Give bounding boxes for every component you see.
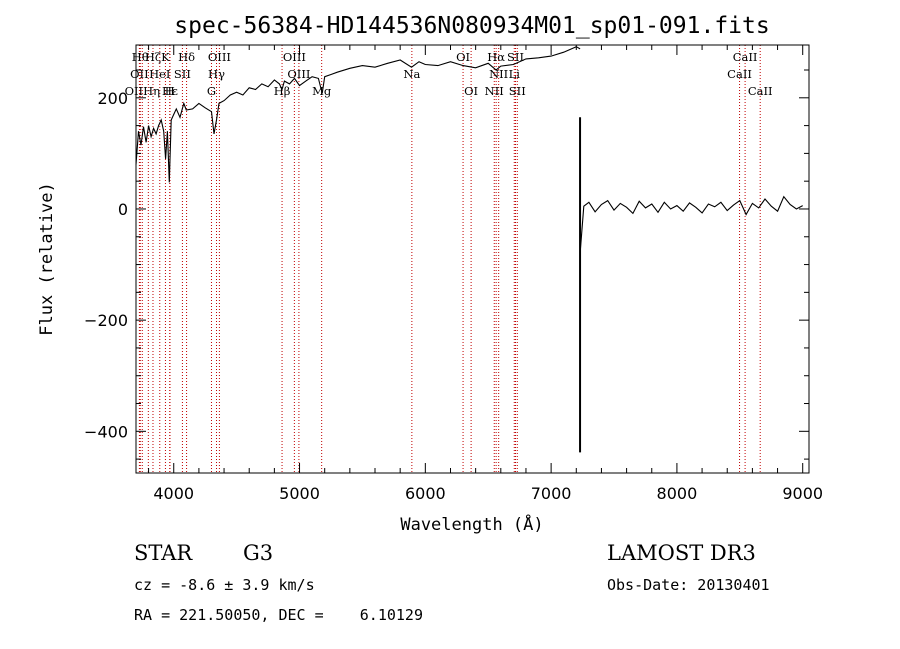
spectral-line-label: CaII xyxy=(748,84,773,98)
plot-frame xyxy=(135,44,810,474)
x-tick-label: 6000 xyxy=(405,484,446,503)
x-tick-label: 5000 xyxy=(279,484,320,503)
object-subclass: G3 xyxy=(243,541,273,565)
coordinates: RA = 221.50050, DEC = 6.10129 xyxy=(134,606,423,624)
spectral-line-label: G xyxy=(207,84,216,98)
x-tick-label: 9000 xyxy=(782,484,823,503)
y-tick-label: 0 xyxy=(118,200,128,219)
spectral-lines-layer xyxy=(138,45,761,473)
spectral-line-label: SII xyxy=(174,67,191,81)
spectral-line-label: NII xyxy=(485,84,504,98)
x-axis-label: Wavelength (Å) xyxy=(400,513,543,535)
x-tick-label: 7000 xyxy=(531,484,572,503)
spectral-line-label: OI xyxy=(464,84,478,98)
spectral-line-label: Hδ xyxy=(178,50,195,64)
axis-ticks-layer: 4000 5000 6000 7000 8000 9000 −400 −200 0 200 xyxy=(84,45,823,503)
spectral-line-label: OIIHη xyxy=(125,84,161,98)
series-line-flux xyxy=(135,46,581,183)
x-tick-label: 4000 xyxy=(153,484,194,503)
series-line-flux-red xyxy=(579,195,803,254)
spectral-line-label: Hζ xyxy=(145,50,161,64)
spectral-line-label: OIII xyxy=(208,50,231,64)
spectral-line-label: OIII xyxy=(283,50,306,64)
spectral-line-label: Hγ xyxy=(208,67,225,81)
redshift-cz: cz = -8.6 ± 3.9 km/s xyxy=(134,576,315,594)
chart-title: spec-56384-HD144536N080934M01_sp01-091.f… xyxy=(174,13,769,39)
object-class: STAR xyxy=(134,541,193,565)
spectral-line-label: HeI xyxy=(149,67,170,81)
survey-name: LAMOST DR3 xyxy=(607,541,756,565)
spectral-line-label: Hε xyxy=(162,84,178,98)
y-tick-label: −400 xyxy=(84,422,128,441)
y-tick-label: 200 xyxy=(97,89,128,108)
spectral-line-label: OIII xyxy=(287,67,310,81)
spectral-line-label: SII xyxy=(507,50,524,64)
spectral-line-label: Hβ xyxy=(274,84,291,98)
spectral-line-labels-layer: HθOIIOIIHηHζHeIKHHεSIIHδGHγOIIIHβOIIIOII… xyxy=(125,50,773,98)
spectral-line-label: Na xyxy=(403,67,420,81)
spectral-line-label: H xyxy=(165,84,175,98)
spectral-line-label: CaII xyxy=(727,67,752,81)
x-tick-label: 8000 xyxy=(657,484,698,503)
spectral-line-label: Li xyxy=(509,67,521,81)
spectral-line-label: Hα xyxy=(487,50,505,64)
spectral-line-label: CaII xyxy=(733,50,758,64)
y-axis-label: Flux (relative) xyxy=(37,182,57,336)
series-layer xyxy=(135,46,803,453)
spectral-line-label: OI xyxy=(456,50,470,64)
observation-date: Obs-Date: 20130401 xyxy=(607,576,770,594)
spectral-line-label: K xyxy=(161,50,170,64)
spectral-line-label: NII xyxy=(489,67,508,81)
y-tick-label: −200 xyxy=(84,311,128,330)
spectral-line-label: OII xyxy=(130,67,149,81)
spectral-line-label: SII xyxy=(509,84,526,98)
